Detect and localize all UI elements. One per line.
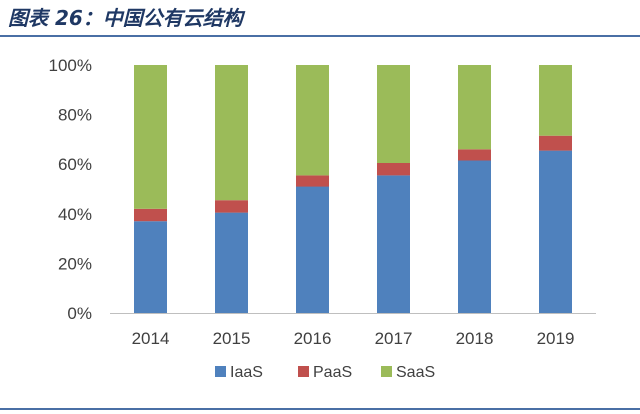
- bar-iaas-2014: [134, 221, 167, 313]
- bar-paas-2019: [539, 135, 572, 151]
- bar-group-2019: [539, 65, 572, 313]
- bar-paas-2016: [296, 175, 329, 187]
- bar-groups: [134, 65, 572, 313]
- bar-iaas-2017: [377, 175, 410, 313]
- bar-iaas-2015: [215, 212, 248, 313]
- legend-label: SaaS: [396, 364, 435, 381]
- bar-saas-2019: [539, 65, 572, 136]
- bottom-divider: [0, 408, 640, 410]
- bar-group-2017: [377, 65, 410, 313]
- y-tick-label: 80%: [58, 106, 92, 125]
- figure-title: 图表 26：中国公有云结构: [8, 6, 243, 30]
- bar-group-2014: [134, 65, 167, 313]
- title-divider: [0, 35, 640, 37]
- x-tick-label: 2018: [456, 329, 494, 348]
- legend-label: PaaS: [313, 364, 352, 381]
- bar-iaas-2016: [296, 186, 329, 313]
- legend-item-paas: PaaS: [298, 364, 352, 381]
- x-tick-label: 2017: [375, 329, 413, 348]
- stacked-bar-chart: 0%20%40%60%80%100% 2014 2015 2016 2017 2018 2…: [49, 56, 596, 381]
- y-tick-label: 60%: [58, 155, 92, 174]
- x-tick-label: 2016: [294, 329, 332, 348]
- x-axis: 2014 2015 2016 2017 2018 2019: [132, 329, 575, 348]
- y-tick-label: 100%: [49, 56, 92, 75]
- y-tick-label: 40%: [58, 205, 92, 224]
- bar-paas-2014: [134, 208, 167, 222]
- bar-saas-2014: [134, 65, 167, 209]
- legend-swatch: [298, 366, 309, 377]
- x-tick-label: 2014: [132, 329, 170, 348]
- bar-iaas-2019: [539, 150, 572, 313]
- legend-item-saas: SaaS: [381, 364, 435, 381]
- bar-paas-2018: [458, 149, 491, 161]
- bar-group-2015: [215, 65, 248, 313]
- bar-saas-2016: [296, 65, 329, 176]
- bar-iaas-2018: [458, 160, 491, 313]
- bar-saas-2017: [377, 65, 410, 163]
- y-tick-label: 20%: [58, 254, 92, 273]
- bar-group-2016: [296, 65, 329, 313]
- y-axis: 0% 20% 40% 60% 80% 100%: [49, 56, 92, 323]
- legend-swatch: [215, 366, 226, 377]
- legend-swatch: [381, 366, 392, 377]
- bar-paas-2017: [377, 163, 410, 176]
- legend-item-iaas: IaaS: [215, 364, 263, 381]
- x-tick-label: 2019: [537, 329, 575, 348]
- legend-label: IaaS: [230, 364, 263, 381]
- legend: IaaS PaaS SaaS: [215, 364, 435, 381]
- bar-paas-2015: [215, 200, 248, 213]
- bar-group-2018: [458, 65, 491, 313]
- x-tick-label: 2015: [213, 329, 251, 348]
- bar-saas-2015: [215, 65, 248, 201]
- bar-saas-2018: [458, 65, 491, 150]
- y-tick-label: 0%: [67, 304, 92, 323]
